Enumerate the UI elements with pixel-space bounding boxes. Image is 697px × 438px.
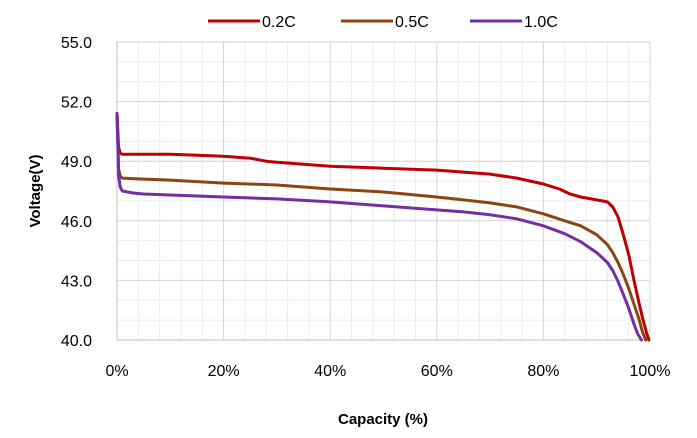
series-layer bbox=[115, 112, 651, 342]
series-line-1.0C bbox=[115, 112, 643, 342]
y-tick-label: 55.0 bbox=[61, 35, 92, 52]
x-tick-label: 40% bbox=[314, 363, 346, 380]
legend-label-1.0C: 1.0C bbox=[524, 14, 558, 31]
x-tick-label: 100% bbox=[630, 363, 671, 380]
y-axis-title: Voltage(V) bbox=[27, 154, 44, 227]
legend-label-0.2C: 0.2C bbox=[262, 14, 296, 31]
legend: 0.2C 0.5C 1.0C bbox=[208, 14, 558, 31]
y-tick-label: 52.0 bbox=[61, 95, 92, 112]
x-tick-label: 0% bbox=[105, 363, 128, 380]
x-tick-label: 20% bbox=[208, 363, 240, 380]
series-line-0.5C bbox=[115, 112, 648, 342]
series-line-0.2C bbox=[115, 112, 651, 342]
x-tick-label: 80% bbox=[527, 363, 559, 380]
y-tick-label: 43.0 bbox=[61, 273, 92, 290]
y-tick-label: 49.0 bbox=[61, 154, 92, 171]
y-tick-label: 46.0 bbox=[61, 214, 92, 231]
y-tick-label: 40.0 bbox=[61, 333, 92, 350]
x-axis-title: Capacity (%) bbox=[338, 411, 428, 428]
axes-layer bbox=[116, 42, 650, 341]
ticks-layer: 40.0 43.0 46.0 49.0 52.0 55.0 0% 20% 40% 60% 80% 10… bbox=[61, 35, 671, 380]
legend-label-0.5C: 0.5C bbox=[395, 14, 429, 31]
x-tick-label: 60% bbox=[421, 363, 453, 380]
